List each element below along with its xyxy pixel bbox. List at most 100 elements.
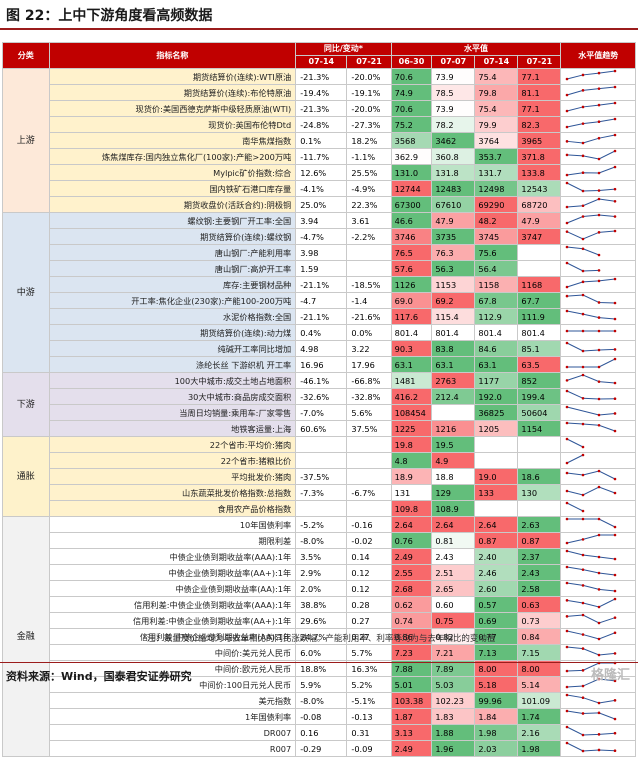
change-value: 12.6%: [295, 164, 348, 182]
change-value: 5.2%: [346, 676, 392, 694]
trend-point: [614, 731, 617, 735]
trend-cell: [560, 564, 636, 582]
trend-cell: [560, 308, 636, 326]
trend-point: [566, 421, 569, 425]
indicator-name: DR007: [48, 724, 297, 742]
trend-point: [582, 141, 585, 145]
level-value: 133.8: [517, 164, 562, 182]
table-row: 1年国债利率 -0.08 -0.13 1.87 1.83 1.84 1.74: [3, 708, 636, 726]
trend-point: [582, 365, 585, 369]
level-value: 416.2: [390, 388, 433, 406]
trend-sparkline: [566, 373, 617, 385]
level-value: 2.37: [517, 548, 562, 566]
header-category: 分类: [2, 41, 50, 70]
trend-sparkline: [566, 277, 617, 289]
change-value: 0.4%: [295, 324, 348, 342]
level-value: 1.74: [517, 708, 562, 726]
level-value: 2.68: [390, 580, 433, 598]
trend-point: [566, 669, 569, 673]
trend-point: [566, 341, 569, 345]
level-value: 63.1: [390, 356, 433, 374]
trend-point: [598, 469, 601, 473]
trend-point: [582, 105, 585, 109]
trend-point: [614, 749, 617, 753]
trend-sparkline: [566, 69, 617, 81]
indicator-name: 100大中城市:成交土地占地面积: [48, 372, 297, 390]
level-value: 0.62: [390, 596, 433, 614]
table-row: 期货结算价(连续):布伦特原油 -19.4% -19.1% 74.9 78.5 79.8 8…: [3, 84, 636, 102]
trend-point: [598, 279, 601, 283]
change-value: 6.0%: [295, 644, 348, 662]
trend-line: [567, 502, 584, 512]
table-row: 美元指数 -8.0% -5.1% 103.38 102.23 99.96 101.09: [3, 692, 636, 710]
level-value: 67.8: [474, 292, 519, 310]
table-row: 地铁客运量:上海 60.6% 37.5% 1225 1216 1205 1154: [3, 420, 636, 438]
trend-point: [598, 571, 601, 575]
trend-point: [614, 557, 617, 561]
change-value: -4.1%: [295, 180, 348, 198]
level-value: 63.5: [517, 356, 562, 374]
indicator-name: 22个省市:平均价:猪肉: [48, 436, 297, 454]
level-value: 801.4: [431, 324, 476, 342]
trend-point: [566, 541, 569, 545]
level-value: 4.8: [390, 452, 433, 470]
trend-point: [598, 253, 601, 257]
indicator-name: 唐山钢厂:高炉开工率: [48, 260, 297, 278]
header-level-date: 07-14: [474, 55, 519, 70]
trend-sparkline: [566, 229, 617, 241]
level-value: 371.8: [517, 148, 562, 166]
trend-line: [567, 406, 616, 416]
level-value: 69.2: [431, 292, 476, 310]
trend-point: [598, 637, 601, 641]
trend-point: [566, 725, 569, 729]
trend-line: [567, 70, 616, 80]
level-value: 2.64: [390, 516, 433, 534]
change-value: 29.6%: [295, 612, 348, 630]
level-value: 1225: [390, 420, 433, 438]
table-row: 信用利差:中债企业债到期收益率(AA+):1年 29.6% 0.27 0.74 0.75…: [3, 612, 636, 630]
trend-cell: [560, 180, 636, 198]
change-value: 0.31: [346, 724, 392, 742]
level-value: 67300: [390, 196, 433, 214]
trend-point: [614, 381, 617, 385]
indicator-name: 地铁客运量:上海: [48, 420, 297, 438]
trend-sparkline: [566, 677, 617, 689]
trend-point: [566, 549, 569, 553]
trend-sparkline: [566, 485, 617, 497]
level-value: 112.9: [474, 308, 519, 326]
trend-point: [582, 633, 585, 636]
trend-point: [582, 171, 585, 175]
indicator-name: 中债企业债到期收益率(AAA):1年: [48, 548, 297, 566]
trend-point: [566, 693, 569, 697]
level-value: [474, 436, 519, 454]
trend-point: [566, 517, 569, 521]
trend-cell: [560, 228, 636, 246]
level-value: 5.18: [474, 676, 519, 694]
level-value: 76.3: [431, 244, 476, 262]
table-row: 现货价:美国西德克萨斯中级轻质原油(WTI) -21.3% -20.0% 70.6 73…: [3, 100, 636, 118]
trend-sparkline: [566, 501, 585, 513]
table-row: 信用利差:中债企业债到期收益率(AA):1年 24.7% 0.27 0.86 0.82 0…: [3, 628, 636, 646]
level-value: 108454: [390, 404, 433, 422]
header-level-date: 07-21: [517, 55, 562, 70]
level-value: 70.6: [390, 100, 433, 118]
table-row: 期货收盘价(活跃合约):阴极铜 25.0% 22.3% 67300 67610 69290…: [3, 196, 636, 214]
trend-sparkline: [566, 293, 617, 305]
trend-line: [567, 454, 584, 464]
level-value: 2.64: [431, 516, 476, 534]
trend-line: [567, 710, 616, 720]
level-value: 0.87: [517, 532, 562, 550]
indicator-name: 期货结算价(连续):WTI原油: [48, 68, 297, 86]
trend-point: [614, 533, 617, 537]
level-value: 5.01: [390, 676, 433, 694]
level-value: 90.3: [390, 340, 433, 358]
level-value: 5.14: [517, 676, 562, 694]
trend-point: [614, 317, 617, 321]
level-value: 99.96: [474, 692, 519, 710]
trend-point: [598, 189, 601, 192]
level-value: 73.9: [431, 100, 476, 118]
trend-sparkline: [566, 329, 617, 333]
trend-sparkline: [566, 85, 617, 97]
level-value: 3747: [517, 228, 562, 246]
trend-point: [566, 93, 569, 97]
